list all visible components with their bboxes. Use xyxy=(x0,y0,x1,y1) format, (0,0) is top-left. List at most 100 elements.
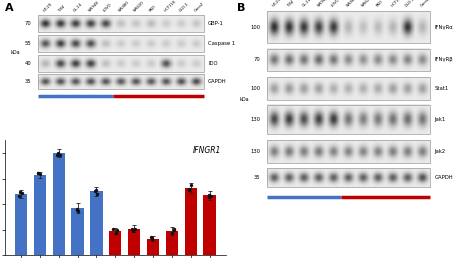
Bar xyxy=(185,188,197,258)
Text: 100: 100 xyxy=(250,86,260,91)
Text: kDa: kDa xyxy=(11,50,20,55)
Bar xyxy=(147,239,159,258)
Text: SW948: SW948 xyxy=(316,0,329,8)
Text: IFNγRα: IFNγRα xyxy=(435,25,453,30)
Point xyxy=(147,235,155,239)
Point xyxy=(54,151,62,155)
Text: DLD-1: DLD-1 xyxy=(405,0,416,8)
Point xyxy=(109,227,117,231)
Text: 100: 100 xyxy=(250,25,260,30)
Text: A: A xyxy=(5,3,13,13)
Text: DLD-1: DLD-1 xyxy=(178,1,190,12)
Bar xyxy=(267,49,430,71)
Point xyxy=(205,195,213,199)
Text: kDa: kDa xyxy=(239,97,249,102)
Text: HT-29: HT-29 xyxy=(43,2,54,12)
Text: HCT116: HCT116 xyxy=(390,0,404,8)
Bar xyxy=(15,194,27,258)
Text: T84: T84 xyxy=(287,0,295,8)
Text: 40: 40 xyxy=(25,61,31,66)
Text: HT-29: HT-29 xyxy=(272,0,283,8)
Point xyxy=(112,231,119,235)
Point xyxy=(34,171,42,175)
Text: HCT116: HCT116 xyxy=(163,0,177,12)
Text: 130: 130 xyxy=(250,117,260,122)
Bar xyxy=(109,231,121,258)
Text: Caspase 1: Caspase 1 xyxy=(208,41,236,46)
Point xyxy=(128,227,136,231)
Bar xyxy=(38,35,204,52)
Text: SW948: SW948 xyxy=(88,0,100,12)
Point xyxy=(93,192,100,196)
Bar xyxy=(166,231,178,258)
Text: SW480: SW480 xyxy=(118,0,131,12)
Point xyxy=(131,227,139,231)
Point xyxy=(185,187,192,191)
Bar xyxy=(90,191,102,258)
Text: Caco2: Caco2 xyxy=(419,0,431,8)
Point xyxy=(114,228,121,232)
Text: Caco2: Caco2 xyxy=(193,1,205,12)
Point xyxy=(36,172,44,176)
Point xyxy=(92,188,100,192)
Bar xyxy=(34,175,46,258)
Bar xyxy=(203,195,216,258)
Point xyxy=(73,207,81,212)
Point xyxy=(185,188,193,192)
Point xyxy=(170,227,178,231)
Point xyxy=(168,231,176,235)
Text: SW620: SW620 xyxy=(133,0,146,12)
Bar xyxy=(267,11,430,43)
Text: 35: 35 xyxy=(254,175,260,180)
Text: B: B xyxy=(237,3,246,13)
Point xyxy=(148,236,156,240)
Text: RKO: RKO xyxy=(375,0,384,8)
Text: 130: 130 xyxy=(250,149,260,154)
Text: Stat1: Stat1 xyxy=(435,86,449,91)
Point xyxy=(56,152,64,157)
Text: GBP-1: GBP-1 xyxy=(208,21,224,26)
Text: LOVO: LOVO xyxy=(331,0,341,8)
Point xyxy=(74,209,82,213)
Text: LOVO: LOVO xyxy=(103,2,113,12)
Text: SW620: SW620 xyxy=(361,0,373,8)
Bar xyxy=(38,55,204,72)
Text: T84: T84 xyxy=(58,4,66,12)
Point xyxy=(54,153,61,157)
Point xyxy=(129,229,137,233)
Bar xyxy=(267,77,430,100)
Text: 55: 55 xyxy=(25,41,31,46)
Text: CL-14: CL-14 xyxy=(73,2,83,12)
Text: SW480: SW480 xyxy=(346,0,358,8)
Bar xyxy=(38,74,204,89)
Point xyxy=(16,194,23,198)
Point xyxy=(17,190,24,194)
Point xyxy=(73,207,81,211)
Text: IFNGR1: IFNGR1 xyxy=(193,146,221,155)
Text: IDO: IDO xyxy=(208,61,218,66)
Text: Jak2: Jak2 xyxy=(435,149,446,154)
Text: IFNγRβ: IFNγRβ xyxy=(435,58,453,62)
Bar xyxy=(128,229,140,258)
Bar xyxy=(267,105,430,134)
Text: GAPDH: GAPDH xyxy=(208,79,227,84)
Text: 35: 35 xyxy=(25,79,31,84)
Text: RKO: RKO xyxy=(148,4,156,12)
Text: 70: 70 xyxy=(254,58,260,62)
Point xyxy=(170,228,178,232)
Bar xyxy=(53,153,65,258)
Point xyxy=(187,183,195,187)
Bar xyxy=(267,168,430,187)
Bar xyxy=(38,15,204,32)
Text: GAPDH: GAPDH xyxy=(435,175,453,180)
Text: Jak1: Jak1 xyxy=(435,117,446,122)
Point xyxy=(34,171,41,175)
Point xyxy=(91,189,99,194)
Point xyxy=(205,193,212,197)
Point xyxy=(207,194,215,198)
Bar xyxy=(72,208,84,258)
Bar xyxy=(267,140,430,163)
Text: CL-14: CL-14 xyxy=(301,0,312,8)
Text: 70: 70 xyxy=(25,21,31,26)
Point xyxy=(148,237,156,241)
